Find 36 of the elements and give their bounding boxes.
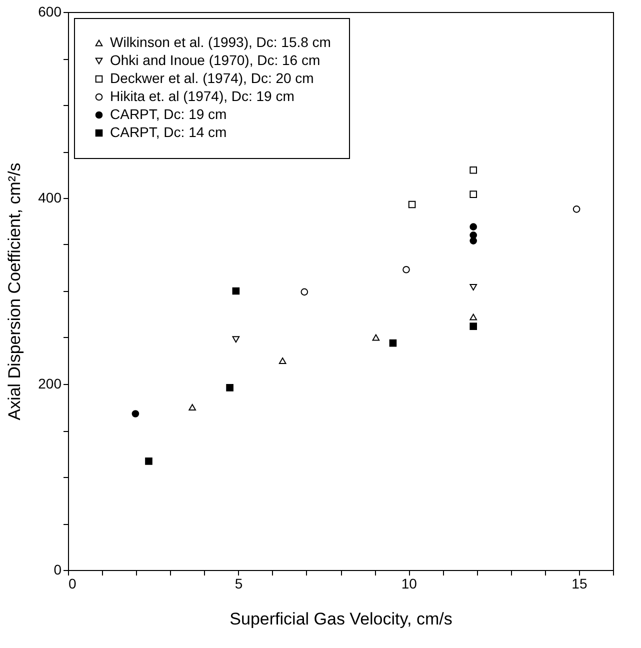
point [372,334,380,341]
point [389,339,397,347]
point [300,288,308,296]
point [132,410,140,418]
point [470,223,478,230]
y-tick-label: 600 [38,4,62,20]
point [470,322,478,330]
point [470,237,478,244]
point [226,384,234,392]
y-tick-label: 200 [38,376,62,392]
point [470,190,478,198]
point [470,166,478,174]
point [232,287,240,295]
point [402,266,410,274]
point [145,458,152,465]
point [278,358,286,364]
point [408,200,416,208]
point [188,404,196,410]
y-tick-label: 400 [38,190,62,206]
legend-label: Deckwer et al. (1974), Dc: 20 cm [110,70,314,86]
point [470,314,478,320]
x-axis-title: Superficial Gas Velocity, cm/s [230,610,452,628]
legend-label: CARPT, Dc: 19 cm [110,106,227,122]
x-tick-label: 0 [68,576,76,592]
y-tick-label: 0 [54,562,62,578]
x-tick-label: 10 [401,576,418,592]
point [572,206,580,213]
point [232,336,240,343]
legend-label: Wilkinson et al. (1993), Dc: 15.8 cm [110,34,331,50]
legend-label: Ohki and Inoue (1970), Dc: 16 cm [110,52,320,68]
legend-label: Hikita et. al (1974), Dc: 19 cm [110,88,294,104]
x-tick-label: 5 [234,576,243,592]
point [470,284,478,291]
y-axis-title: Axial Dispersion Coefficient, cm²/s [5,162,24,420]
x-tick-label: 15 [572,576,588,592]
legend-label: CARPT, Dc: 14 cm [110,124,227,140]
